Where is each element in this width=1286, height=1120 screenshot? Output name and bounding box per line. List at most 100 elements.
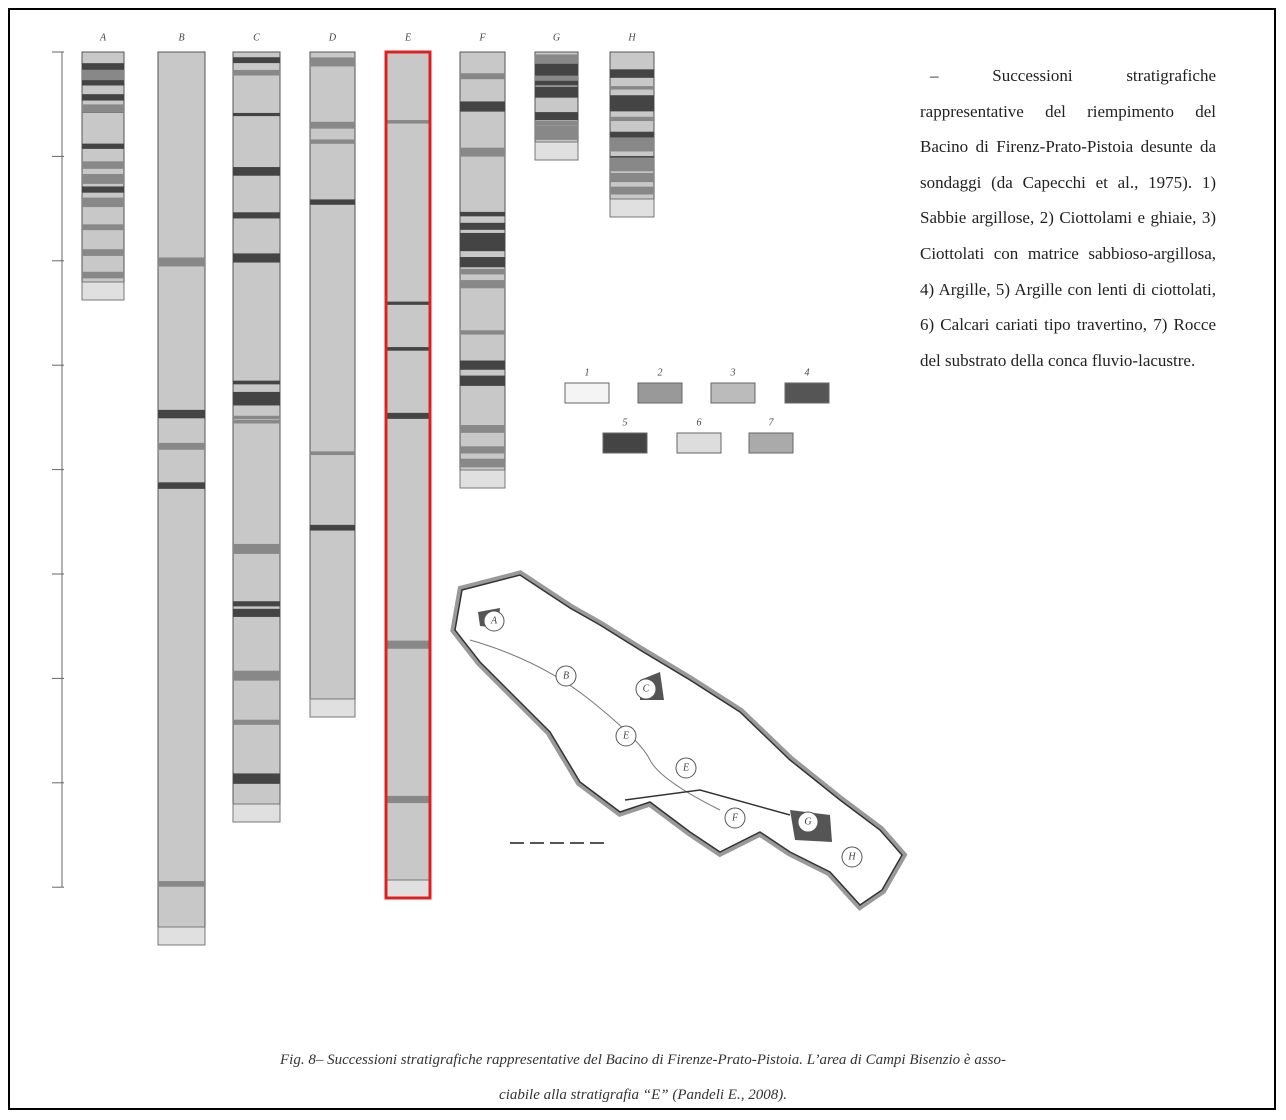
layer (233, 416, 280, 420)
layer (233, 671, 280, 681)
substrate (610, 199, 654, 217)
layer (460, 446, 505, 453)
legend-number: 7 (769, 417, 775, 428)
layer (535, 112, 578, 120)
layer (610, 145, 654, 152)
layer (82, 198, 124, 202)
layer (460, 459, 505, 467)
layer (535, 59, 578, 64)
column (158, 52, 205, 945)
layer (82, 249, 124, 256)
layer (386, 347, 430, 351)
layer (82, 161, 124, 168)
substrate (535, 142, 578, 160)
legend-number: 1 (585, 367, 590, 378)
substrate (310, 699, 355, 717)
layer (233, 773, 280, 783)
layer (82, 70, 124, 80)
layer (158, 410, 205, 418)
layer (535, 81, 578, 86)
layer (535, 93, 578, 98)
layer (82, 144, 124, 149)
legend-swatch (749, 433, 793, 453)
layer (460, 148, 505, 157)
map-label: A (490, 615, 498, 626)
layer (460, 223, 505, 230)
layer (535, 65, 578, 75)
layer (233, 167, 280, 176)
layer (158, 443, 205, 450)
substrate (460, 470, 505, 488)
layer (233, 401, 280, 405)
layer (233, 212, 280, 218)
layer (386, 796, 430, 803)
layer (233, 113, 280, 116)
layer (535, 121, 578, 125)
legend-swatch (785, 383, 829, 403)
layer (310, 451, 355, 455)
layer (233, 420, 280, 423)
legend-number: 4 (805, 367, 810, 378)
layer (310, 122, 355, 129)
layer (82, 224, 124, 230)
map-label: E (682, 762, 689, 773)
legend-number: 5 (623, 417, 628, 428)
layer (610, 86, 654, 89)
layer (158, 881, 205, 887)
column-label: A (99, 32, 107, 43)
layer (233, 70, 280, 76)
layer (610, 72, 654, 78)
description: – Successioni stratigrafiche rappresenta… (920, 58, 1216, 378)
map-label: G (804, 816, 811, 827)
column-label: G (553, 32, 560, 43)
map-label: B (563, 670, 569, 681)
layer (460, 234, 505, 244)
map-label: H (847, 851, 856, 862)
layer (233, 381, 280, 385)
caption: Fig. 8– Successioni stratigrafiche rappr… (0, 1052, 1286, 1069)
layer (610, 138, 654, 145)
layer (233, 253, 280, 262)
layer (82, 174, 124, 180)
map-label: F (731, 812, 739, 823)
layer (535, 75, 578, 81)
map-label: E (622, 730, 629, 741)
layer (460, 361, 505, 370)
substrate (386, 880, 430, 898)
layer (82, 202, 124, 207)
column-label: E (404, 32, 411, 43)
layer (460, 101, 505, 111)
column (386, 52, 430, 898)
legend-number: 6 (697, 417, 702, 428)
layer (82, 104, 124, 112)
legend-number: 2 (658, 367, 663, 378)
layer (386, 641, 430, 649)
layer (610, 117, 654, 121)
layer (158, 482, 205, 489)
layer (460, 330, 505, 334)
column-label: C (253, 32, 260, 43)
layer (460, 269, 505, 275)
layer (233, 601, 280, 606)
layer (460, 212, 505, 216)
legend-swatch (711, 383, 755, 403)
map-label: C (643, 683, 650, 694)
layer (233, 544, 280, 554)
layer (460, 280, 505, 288)
column (310, 52, 355, 717)
column-label: D (328, 32, 337, 43)
layer (460, 257, 505, 267)
legend-swatch (677, 433, 721, 453)
layer (233, 57, 280, 63)
layer (82, 272, 124, 279)
column-label: F (478, 32, 486, 43)
layer (233, 609, 280, 617)
layer (386, 413, 430, 419)
layer (82, 94, 124, 100)
layer (386, 120, 430, 124)
layer (233, 720, 280, 725)
legend-swatch (638, 383, 682, 403)
layer (610, 158, 654, 168)
layer (310, 199, 355, 204)
substrate (233, 804, 280, 822)
